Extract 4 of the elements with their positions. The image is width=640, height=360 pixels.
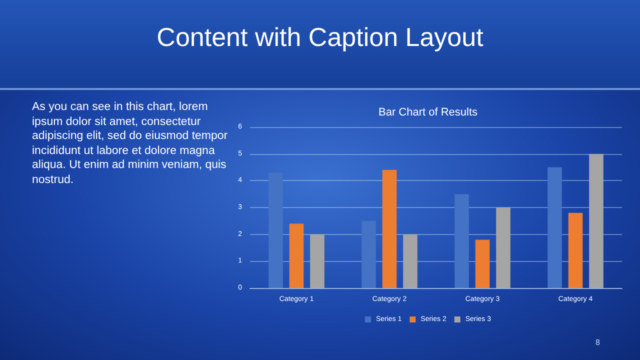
chart-subtitle: Bar Chart of Results <box>378 106 478 118</box>
chart-title: Content with Caption Layout <box>156 22 484 53</box>
text: 8 <box>596 338 600 347</box>
text: As you can see in this chart, lorem ipsum dolor sit amet, consectetur adipiscing elit, sed do eiusmod tempor incididunt ut labore et dolore magna aliqua. Ut enim ad minim veniam, quis nostrud. <box>32 100 229 187</box>
